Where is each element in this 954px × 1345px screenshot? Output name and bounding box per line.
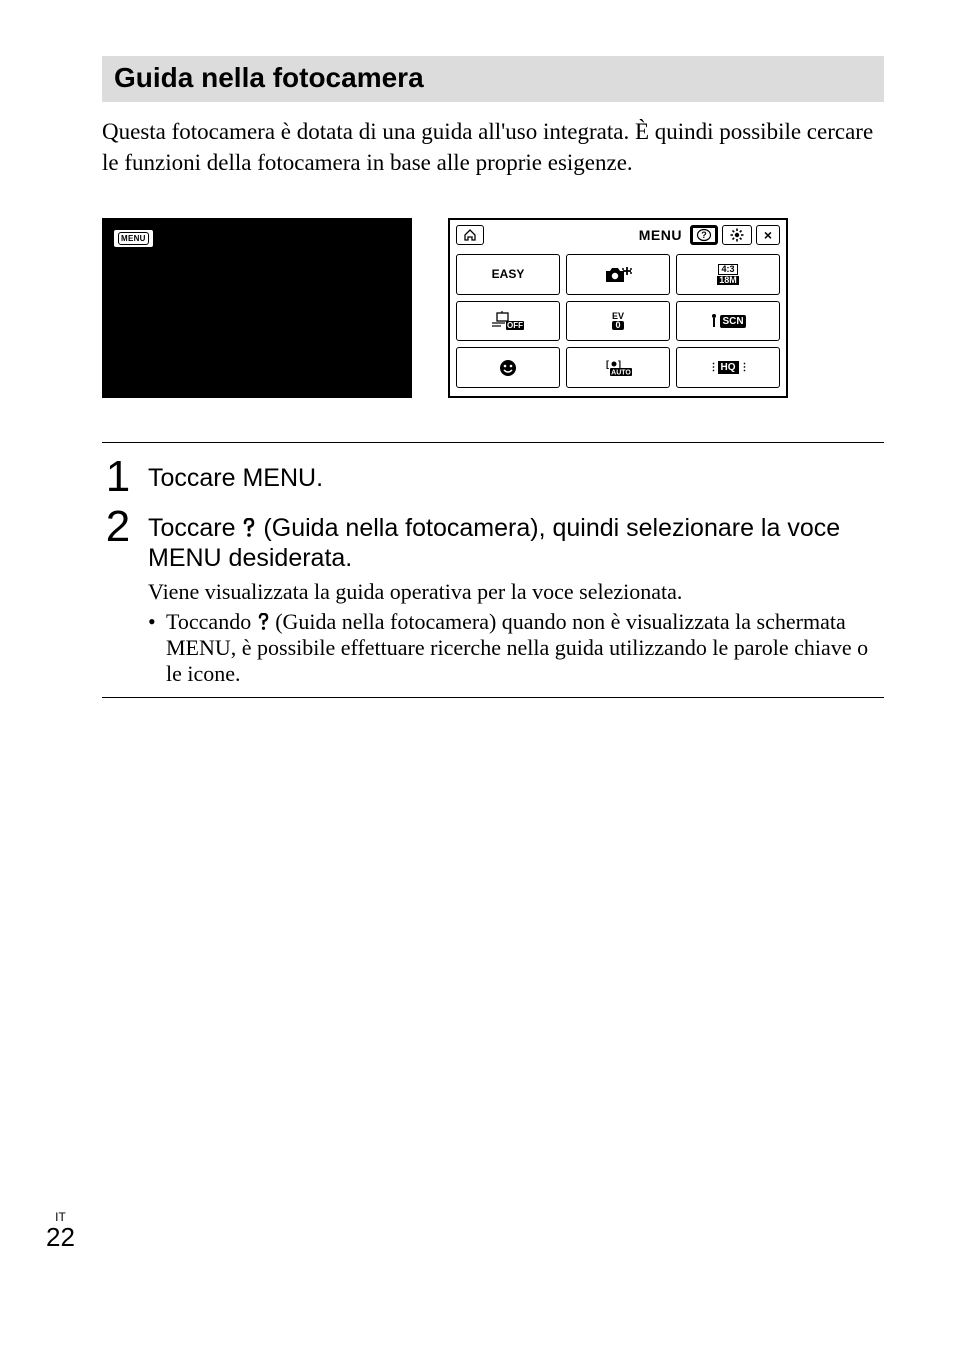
intro-paragraph: Questa fotocamera è dotata di una guida … [102,116,884,178]
ev-icon: EV 0 [612,312,624,330]
bullet-dot: • [148,609,166,687]
svg-text:[: [ [606,359,609,369]
cell-easy-label: EASY [492,267,525,281]
svg-text:]: ] [618,359,621,369]
menu-panel: MENU ? [448,218,788,398]
help-icon-inline-2 [257,613,270,631]
menu-label: MENU [639,227,682,243]
camera-plus-icon [603,263,633,285]
close-button[interactable]: × [756,225,780,245]
menu-top-bar: MENU ? [450,220,786,250]
footer-page-number: 22 [46,1222,75,1252]
step-2-number: 2 [102,507,134,547]
cell-shooting-mode[interactable] [566,254,670,295]
step-1-number: 1 [102,457,134,497]
cell-smile[interactable] [456,347,560,388]
step-2-title-before: Toccare [148,514,242,542]
close-icon: × [764,228,772,242]
cell-hq[interactable]: ⋮ HQ ⋮ [676,347,780,388]
scn-icon: SCN [710,313,745,329]
menu-grid: EASY 4:3 18M [450,250,786,396]
step-2-bullet-before: Toccando [166,609,257,634]
settings-button[interactable] [722,225,752,245]
cell-rec-auto[interactable]: [ ] AUTO [566,347,670,388]
hq-icon: ⋮ HQ ⋮ [709,361,748,374]
step-2-bullet-after: (Guida nella fotocamera) quando non è vi… [166,609,868,686]
step-2-title: Toccare (Guida nella fotocamera), quindi… [148,513,884,573]
help-icon: ? [696,228,712,242]
section-heading: Guida nella fotocamera [102,56,884,102]
step-1-title: Toccare MENU. [148,463,884,493]
steps: 1 Toccare MENU. 2 Toccare (Guida nella f… [102,443,884,687]
aspect-icon: 4:3 18M [717,264,739,285]
divider-bottom [102,697,884,698]
smile-icon [499,359,517,377]
step-1: 1 Toccare MENU. [102,457,884,497]
help-button[interactable]: ? [690,225,718,245]
menu-chip: MENU [112,228,155,249]
cell-scn[interactable]: SCN [676,301,780,342]
cell-aspect[interactable]: 4:3 18M [676,254,780,295]
cell-easy[interactable]: EASY [456,254,560,295]
cell-burst[interactable]: OFF [456,301,560,342]
svg-text:OFF: OFF [507,321,523,330]
step-2-paragraph: Viene visualizzata la guida operativa pe… [148,579,884,605]
step-2-bullet: • Toccando (Guida nella fotocamera) quan… [148,609,884,687]
help-icon-inline [242,518,256,538]
figure-row: MENU MENU ? [102,218,884,398]
home-button[interactable] [456,225,484,245]
svg-text:AUTO: AUTO [611,369,631,376]
rec-auto-icon: [ ] AUTO [603,359,633,377]
home-icon [463,229,477,241]
step-2: 2 Toccare (Guida nella fotocamera), quin… [102,507,884,687]
menu-chip-label: MENU [118,232,149,245]
cell-ev[interactable]: EV 0 [566,301,670,342]
gear-icon [730,228,744,242]
burst-off-icon: OFF [491,311,525,331]
svg-text:?: ? [701,230,707,240]
page-footer: IT 22 [46,1210,75,1253]
camera-screen-left: MENU [102,218,412,398]
